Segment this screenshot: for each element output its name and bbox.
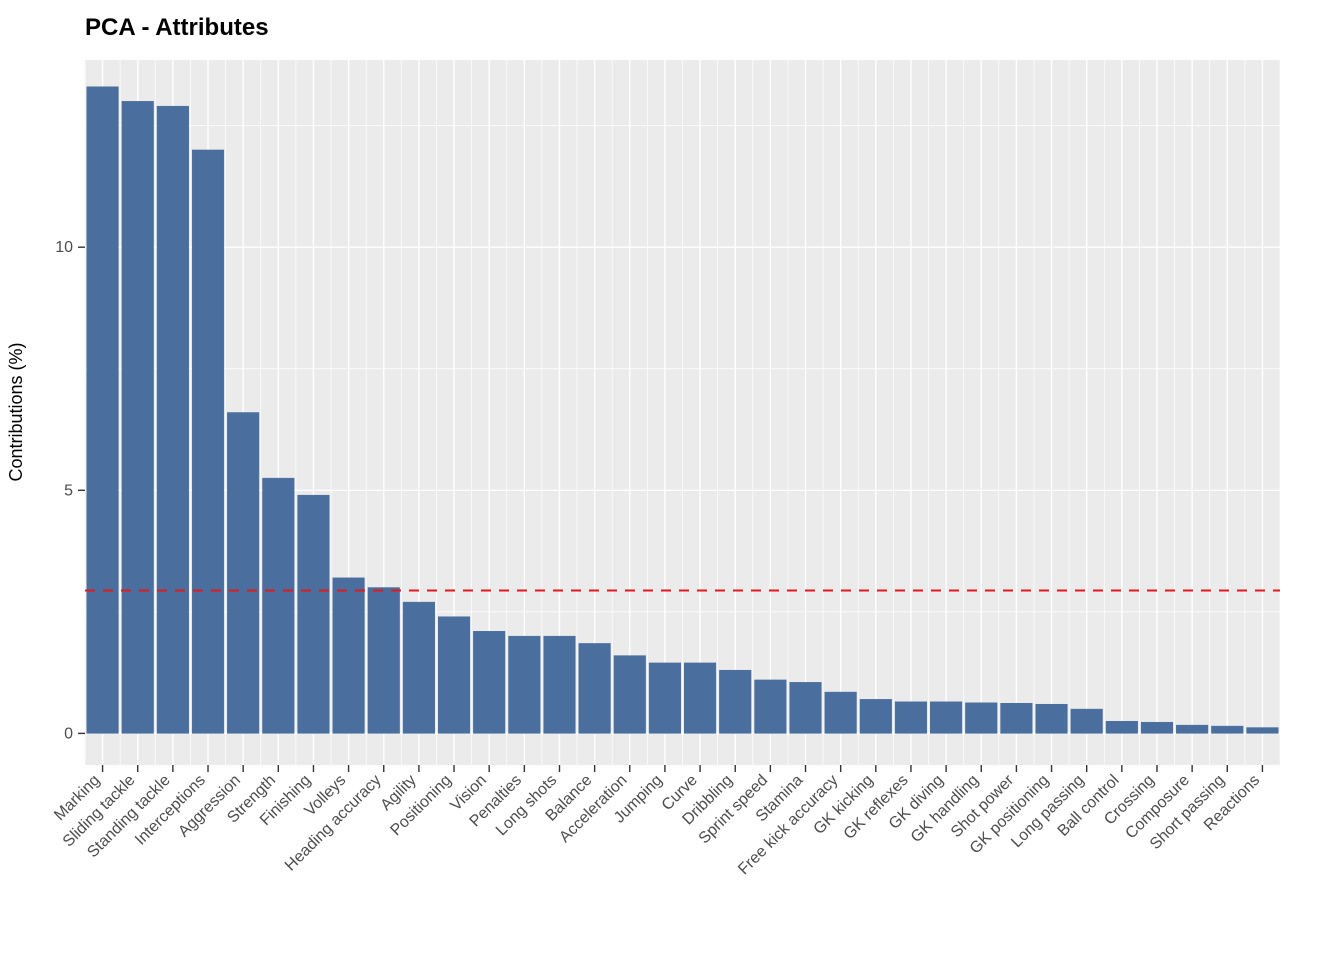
y-tick-label: 10	[55, 239, 73, 256]
bar	[298, 495, 330, 733]
bar	[930, 702, 962, 734]
bar	[1071, 709, 1103, 733]
bar	[1247, 728, 1279, 734]
bar	[755, 680, 787, 733]
bar	[579, 643, 611, 733]
bar	[1106, 721, 1138, 733]
chart-svg: PCA - Attributes Contributions (%) 0510 …	[0, 0, 1344, 960]
bar	[122, 101, 154, 733]
x-axis-ticks: MarkingSliding tackleStanding tackleInte…	[51, 765, 1263, 878]
chart-title: PCA - Attributes	[85, 14, 269, 41]
bar	[438, 617, 470, 734]
bar	[860, 699, 892, 733]
plot-panel	[85, 60, 1280, 765]
bar	[509, 636, 541, 733]
bar	[965, 703, 997, 734]
bar	[157, 106, 189, 733]
pca-attributes-chart: PCA - Attributes Contributions (%) 0510 …	[0, 0, 1344, 960]
bar	[719, 670, 751, 733]
bar	[1036, 704, 1068, 733]
bar	[684, 663, 716, 734]
bar	[1211, 726, 1243, 733]
bar	[368, 588, 400, 734]
bar	[825, 692, 857, 733]
bar	[1141, 722, 1173, 733]
bar	[614, 656, 646, 734]
bar	[473, 631, 505, 733]
bar	[262, 478, 294, 733]
bar	[192, 150, 224, 733]
bar	[403, 602, 435, 733]
y-tick-label: 0	[64, 725, 73, 742]
y-axis-ticks: 0 5 10	[55, 239, 85, 742]
bar	[333, 578, 365, 734]
bar	[87, 87, 119, 734]
y-tick-label: 5	[64, 482, 73, 499]
bar	[1001, 703, 1033, 733]
bar	[895, 702, 927, 734]
y-axis-label: Contributions (%)	[6, 342, 26, 481]
bar	[649, 663, 681, 734]
bar	[790, 682, 822, 733]
bar	[227, 413, 259, 734]
bar	[544, 636, 576, 733]
bar	[1176, 725, 1208, 733]
